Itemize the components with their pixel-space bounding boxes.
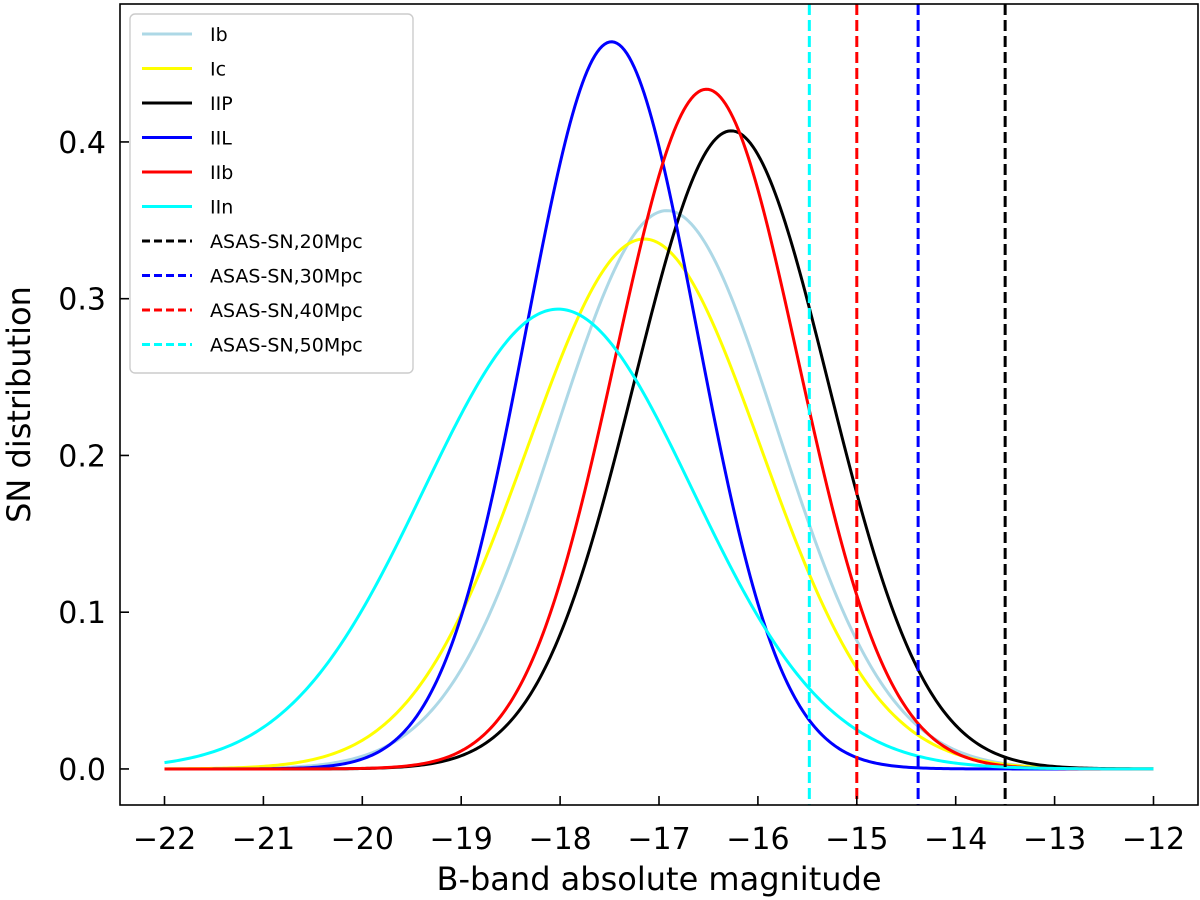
y-axis-ticks: 0.0 0.1 0.2 0.3 0.4 [58,126,129,788]
y-axis-label: SN distribution [0,286,38,523]
curves-layer [164,40,1154,771]
legend-label: ASAS-SN,40Mpc [210,300,363,322]
legend-label: IIL [210,128,232,150]
x-axis-label: B-band absolute magnitude [436,860,881,898]
legend-label: ASAS-SN,20Mpc [210,231,363,253]
x-tick-label: −12 [1122,822,1185,857]
x-tick-label: −19 [430,822,493,857]
x-axis-ticks: −22 −21 −20 −19 −18 −17 −16 −15 −14 −13 −12 [133,796,1185,857]
legend-label: Ib [210,24,228,46]
y-tick-label: 0.0 [58,753,106,788]
limit-lines-layer [807,4,1007,805]
x-tick-label: −15 [825,822,888,857]
x-tick-label: −20 [331,822,394,857]
legend-label: IIn [210,197,233,219]
y-tick-label: 0.3 [58,283,106,318]
legend-label: Ic [210,59,226,81]
legend-label: IIP [210,93,233,115]
curve-IIL [164,40,1154,771]
legend-label: ASAS-SN,30Mpc [210,266,363,288]
x-tick-label: −18 [528,822,591,857]
legend: Ib Ic IIP IIL IIb IIn ASAS-SN,20Mpc ASAS-SN,30M… [129,13,414,374]
x-tick-label: −14 [924,822,987,857]
legend-label: IIb [210,162,233,184]
x-tick-label: −21 [232,822,295,857]
x-tick-label: −13 [1023,822,1086,857]
y-tick-label: 0.1 [58,596,106,631]
legend-label: ASAS-SN,50Mpc [210,335,363,357]
x-tick-label: −17 [627,822,690,857]
x-tick-label: −22 [133,822,196,857]
legend-box [129,13,414,374]
y-tick-label: 0.2 [58,439,106,474]
y-tick-label: 0.4 [58,126,106,161]
x-tick-label: −16 [726,822,789,857]
curve-IIn [164,307,1154,771]
curve-IIb [164,87,1154,771]
